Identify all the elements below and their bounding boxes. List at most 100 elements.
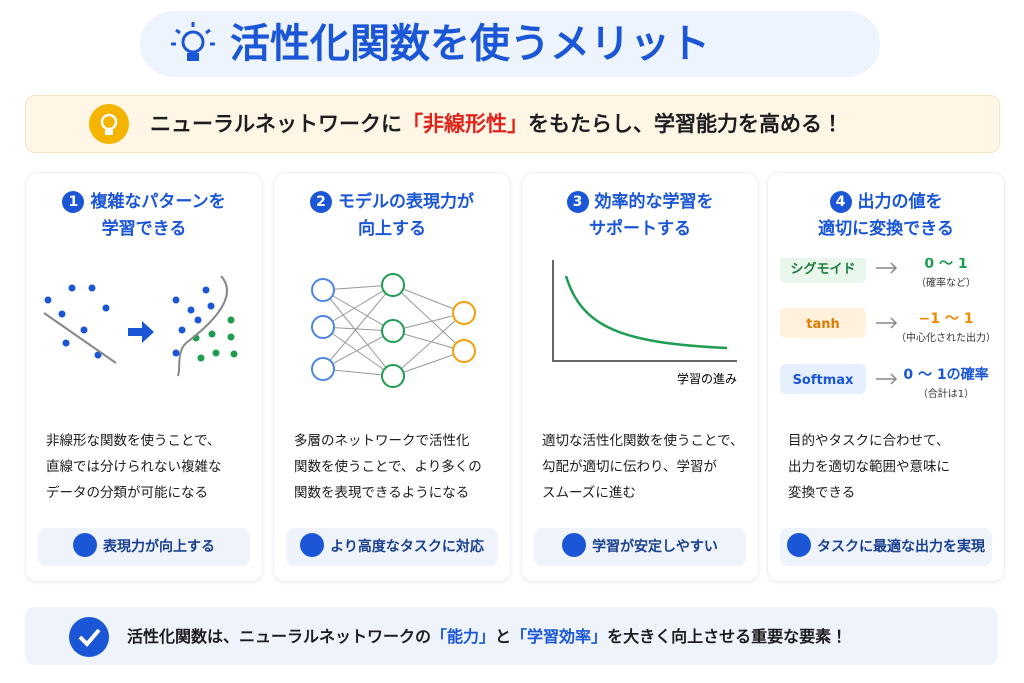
edge	[322, 289, 394, 332]
card: 1 複雑なパターンを 学習できる 非線形な関数を使うことで、 直線では分けられない複雑な…	[25, 172, 263, 582]
output-note: （合計は1）	[918, 387, 974, 400]
benefit-text: 表現力が向上する	[103, 539, 215, 555]
edge	[392, 330, 465, 352]
row-arrow	[876, 317, 898, 329]
card-title-line: 出力の値を	[857, 192, 943, 212]
dot	[227, 316, 235, 324]
dot	[58, 310, 66, 318]
benefit-pill: 学習が安定しやすい	[534, 528, 746, 566]
row-arrow	[876, 373, 898, 385]
function-label: Softmax	[793, 373, 854, 388]
description-line: 変換できる	[788, 485, 856, 501]
dot	[172, 296, 180, 304]
card-number: 3	[566, 191, 589, 213]
boundary	[177, 275, 228, 377]
description: 適切な活性化関数を使うことで、 勾配が適切に伝わり、学習が スムーズに進む	[542, 428, 744, 506]
description: 非線形な関数を使うことで、 直線では分けられない複雑な データの分類が可能になる	[46, 428, 222, 506]
check-icon	[69, 617, 109, 657]
axes	[552, 260, 737, 362]
card-title-line: 適切に変換できる	[818, 219, 954, 239]
hidden-node	[381, 364, 405, 388]
input-node	[311, 315, 335, 339]
benefit-pill: より高度なタスクに対応	[286, 528, 498, 566]
bulb-icon	[171, 22, 215, 61]
card-title-line: 向上する	[358, 219, 426, 239]
card-title-line: 効率的な学習を	[594, 192, 714, 212]
card: 2 モデルの表現力が 向上する 多層のネットワークで活性化 関数を使うことで、より多くの…	[273, 172, 511, 582]
card-title-line: モデルの表現力が	[338, 192, 474, 212]
card: 3効率的な学習をサポートする損失学習の進み適切な活性化関数を使うことで、勾配が適…	[521, 172, 759, 582]
edge	[322, 326, 394, 377]
dot	[230, 350, 238, 358]
description-line: 多層のネットワークで活性化	[294, 433, 470, 449]
hidden-node	[381, 273, 405, 297]
card-title-line: サポートする	[589, 219, 691, 239]
conclusion-text: 活性化関数は、ニューラルネットワークの「能力」と「学習効率」を大きく向上させる重…	[127, 607, 847, 667]
illustration	[43, 275, 238, 377]
card-title-line: 複雑なパターンを	[90, 192, 226, 212]
benefit-text: より高度なタスクに対応	[330, 539, 484, 555]
input-node	[311, 278, 335, 302]
description-line: 関数を使うことで、より多くの	[294, 459, 482, 475]
description-line: 出力を適切な範囲や意味に	[788, 459, 950, 475]
description-line: データの分類が可能になる	[46, 485, 208, 501]
dot	[202, 286, 210, 294]
conclusion-box	[25, 607, 998, 665]
output-note: （中心化された出力）	[896, 331, 996, 344]
dot	[178, 326, 186, 334]
dot	[207, 302, 215, 310]
benefit-pill: タスクに最適な出力を実現	[780, 528, 992, 566]
benefit-pill: 表現力が向上する	[38, 528, 250, 566]
conclusion-part: 活性化関数は、ニューラルネットワークの	[127, 627, 432, 646]
hidden-node	[381, 319, 405, 343]
conclusion-part: 「学習効率」	[511, 627, 608, 646]
dot	[197, 354, 205, 362]
banner-before: ニューラルネットワークに	[150, 112, 402, 136]
output-range: −1 ～ 1	[919, 311, 974, 327]
dot	[194, 316, 202, 324]
illustration: 損失学習の進み	[552, 260, 737, 386]
card-number: 4	[829, 191, 852, 213]
description-line: 目的やタスクに合わせて、	[788, 433, 950, 449]
edge	[322, 330, 394, 370]
edge	[392, 284, 465, 314]
edge	[392, 312, 465, 332]
card-title: 3 効率的な学習をサポートする	[522, 189, 758, 243]
banner-highlight: 「非線形性」	[402, 112, 528, 136]
banner-text: ニューラルネットワークに「非線形性」をもたらし、学習能力を高める！	[150, 95, 843, 153]
banner	[25, 95, 1000, 153]
output-node	[452, 339, 476, 363]
thumb-icon	[787, 533, 811, 557]
dot	[227, 333, 235, 341]
loss-curve	[564, 275, 728, 350]
card-title: 2 モデルの表現力が 向上する	[274, 189, 510, 243]
divider	[43, 312, 117, 364]
description: 多層のネットワークで活性化 関数を使うことで、より多くの 関数を表現できるようになる	[294, 428, 482, 506]
function-pill	[780, 258, 866, 283]
card-title: 4 出力の値を適切に変換できる	[768, 189, 1004, 243]
description: 目的やタスクに合わせて、 出力を適切な範囲や意味に 変換できる	[788, 428, 950, 506]
edge	[392, 350, 465, 377]
description-line: スムーズに進む	[542, 485, 636, 501]
edge	[392, 312, 465, 377]
dot	[94, 351, 102, 359]
row-arrow	[876, 262, 898, 274]
dot	[62, 339, 70, 347]
description-line: 非線形な関数を使うことで、	[46, 433, 221, 449]
thumb-icon	[562, 533, 587, 557]
conclusion-part: を大きく向上させる重要な要素！	[607, 627, 848, 646]
card-number: 1	[62, 191, 85, 213]
dot	[187, 306, 195, 314]
description-line: 適切な活性化関数を使うことで、	[542, 433, 744, 449]
dot	[80, 326, 88, 334]
description-line: 関数を表現できるようになる	[294, 485, 470, 501]
function-label: tanh	[806, 317, 840, 332]
x-axis-label: 学習の進み	[677, 371, 737, 386]
title-box	[140, 11, 880, 77]
arrow	[128, 321, 154, 343]
title: 活性化関数を使うメリット	[230, 21, 710, 67]
benefit-text: タスクに最適な出力を実現	[817, 539, 985, 555]
function-pill	[780, 308, 866, 338]
illustration	[311, 273, 476, 388]
